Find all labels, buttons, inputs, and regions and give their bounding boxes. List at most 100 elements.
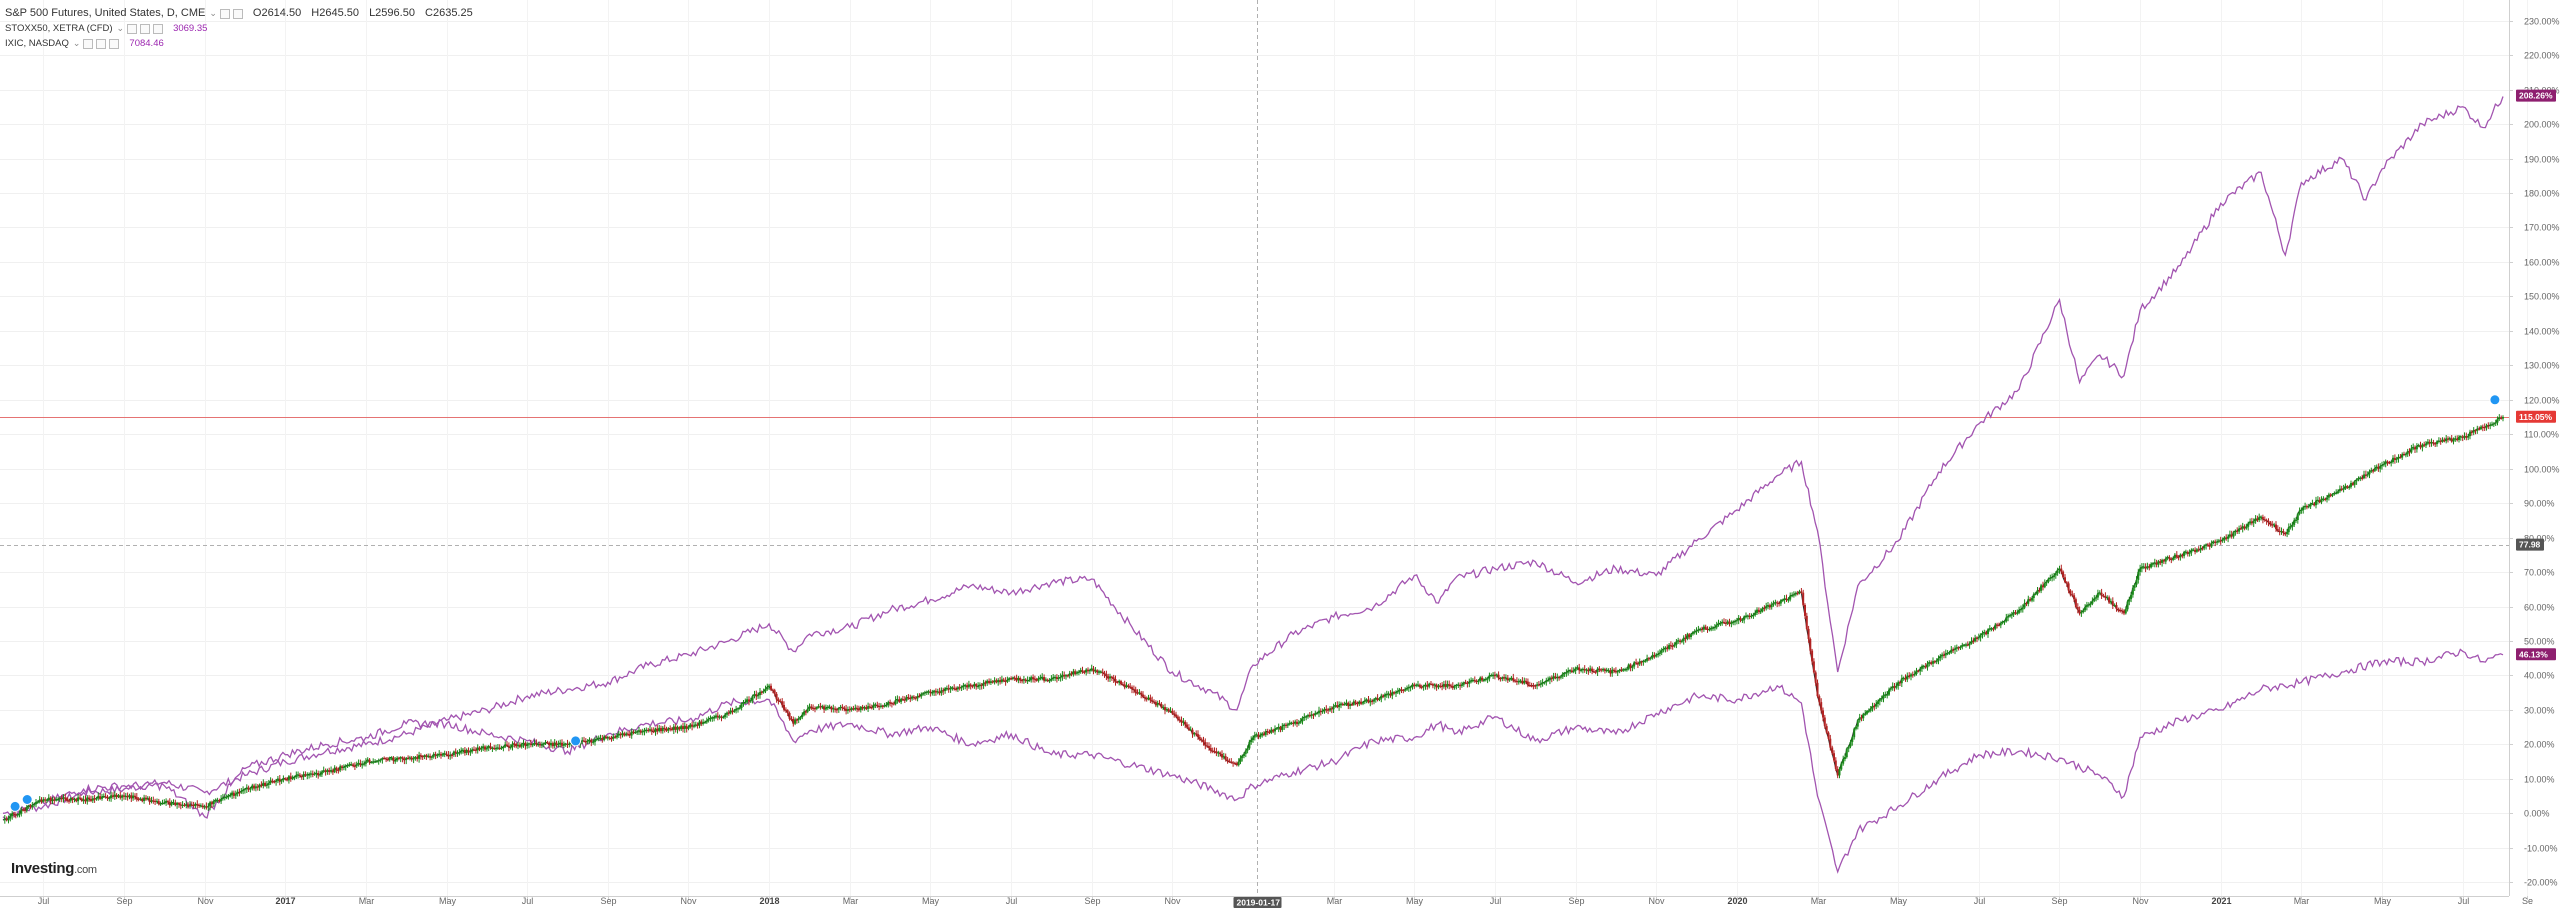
candle-body [2179,554,2182,558]
candle-body [2375,466,2378,469]
candle-body [738,707,741,709]
event-marker[interactable] [2489,394,2501,406]
candle-body [1959,646,1962,648]
candle-body [2296,513,2299,520]
candle-body [1283,724,1286,726]
candle-body [2009,615,2011,617]
candle-body [337,770,340,771]
candle-body [401,757,404,759]
candle-body [493,748,496,749]
legend-compare-ixic[interactable]: IXIC, NASDAQ ⌄ 7084.46 [5,36,480,51]
candle-body [2214,541,2217,543]
candle-body [25,807,28,811]
candle-body [2258,517,2261,521]
candle-body [2227,536,2230,539]
candle-body [1356,703,1359,705]
candle-body [1864,713,1867,715]
logo-suffix: .com [74,864,97,876]
settings-icon[interactable] [219,8,230,19]
candle-body [672,726,675,730]
candle-body [1169,710,1172,712]
candle-body [2364,474,2367,476]
ixic-hide-icon[interactable] [96,38,107,49]
candle-body [1581,669,1584,671]
candle-body [2029,599,2032,601]
event-markers[interactable] [9,394,2501,812]
candle-body [528,743,530,745]
candle-body [1968,643,1971,646]
candle-body [1866,711,1868,714]
candle-body [374,761,377,763]
hide-icon[interactable] [232,8,243,19]
candle-body [2406,451,2409,455]
x-axis[interactable]: Jul Sep Nov 2017 Mar May Jul Sep Nov 2018 Mar May Ju… [38,896,2533,906]
candle-body [1338,705,1341,708]
x-tick-label: May [922,896,940,906]
candle-body [1629,664,1632,668]
candle-body [29,805,32,808]
candle-body [1162,707,1165,709]
legend-main-series[interactable]: S&P 500 Futures, United States, D, CME ⌄… [5,6,480,21]
legend-compare-stoxx[interactable]: STOXX50, XETRA (CFD) ⌄ 3069.35 [5,21,480,36]
candle-body [652,731,655,733]
ixic-title[interactable]: IXIC, NASDAQ [5,38,69,49]
candle-body [817,706,820,708]
candle-body [2170,558,2173,560]
candle-body [1607,670,1610,672]
candle-body [2366,474,2369,476]
chart-legend: S&P 500 Futures, United States, D, CME ⌄… [5,6,480,51]
stoxx-title[interactable]: STOXX50, XETRA (CFD) [5,23,113,34]
candle-body [170,802,173,806]
candle-body [562,744,565,746]
candle-body [2093,598,2096,601]
candle-body [2316,500,2319,502]
candle-body [896,699,899,701]
candle-body [1098,671,1100,673]
candle-body [1176,716,1179,720]
candle-body [1129,686,1132,688]
candle-body [1466,682,1469,684]
x-tick-label: 2018 [759,896,779,906]
event-marker[interactable] [570,735,582,747]
candle-body [1858,717,1861,721]
candle-body [1085,669,1088,673]
candle-body [1495,674,1498,676]
candle-body [1979,634,1982,638]
x-tick-label: 2020 [1727,896,1747,906]
candle-body [473,749,475,751]
stoxx-settings-icon[interactable] [127,23,138,34]
ixic-menu-icon[interactable]: ⌄ [72,38,81,48]
candle-body [49,797,52,801]
candle-body [625,733,628,736]
candle-body [99,796,102,799]
candle-body [2155,562,2158,565]
y-axis[interactable]: 230.00%220.00%210.00%200.00%190.00%180.0… [2509,17,2560,888]
main-series-title[interactable]: S&P 500 Futures, United States, D, CME [5,7,206,19]
candle-body [1974,638,1977,642]
candle-body [1928,662,1931,664]
candle-body [702,722,705,724]
candle-body [1481,677,1484,681]
close-value: C2635.25 [425,7,473,19]
candle-body [2245,526,2248,529]
candle-body [685,725,688,729]
candle-body [185,804,188,806]
stoxx-close-icon[interactable] [153,23,164,34]
ixic-settings-icon[interactable] [83,38,94,49]
candle-body [1587,669,1590,672]
main-series-menu-icon[interactable]: ⌄ [209,8,217,18]
event-marker[interactable] [21,794,33,805]
stoxx-menu-icon[interactable]: ⌄ [116,23,125,33]
stoxx-hide-icon[interactable] [140,23,151,34]
candle-body [2447,438,2449,440]
candle-body [2032,594,2035,598]
candle-body [2225,537,2228,539]
candle-body [2064,577,2066,583]
candle-body [1363,700,1366,703]
candle-body [68,800,70,802]
ixic-close-icon[interactable] [109,38,120,49]
event-marker[interactable] [9,800,21,812]
candle-body [1215,751,1218,754]
